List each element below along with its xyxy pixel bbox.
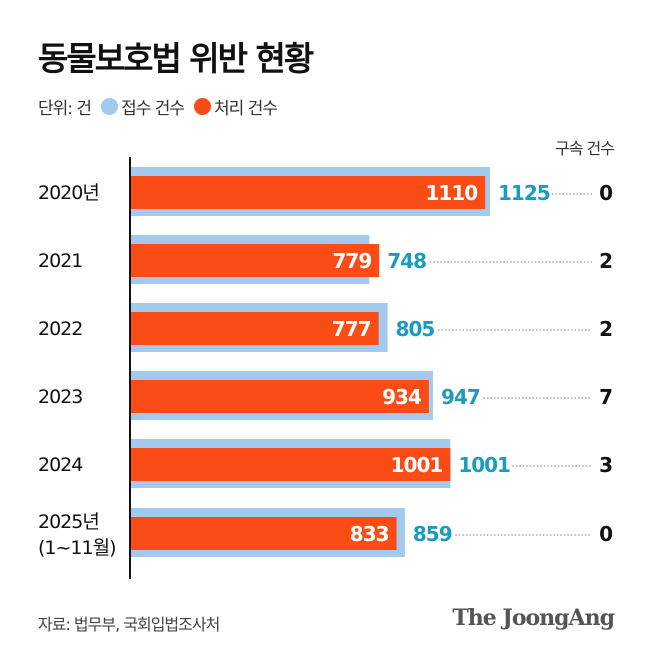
category-label: 2025년 <box>38 511 99 533</box>
bar-processed <box>130 312 379 345</box>
publisher-logo: The JoongAng <box>452 605 615 631</box>
bar-processed <box>130 244 380 277</box>
legend-label-processed: 처리 건수 <box>214 99 278 119</box>
data-label-processed: 1110 <box>426 181 478 205</box>
unit-label: 단위: 건 <box>38 99 92 119</box>
legend: 단위: 건 접수 건수 처리 건수 <box>38 94 278 119</box>
category-label: 2023 <box>38 386 82 408</box>
data-label-arrests: 7 <box>599 385 613 409</box>
data-label-received: 1125 <box>498 181 550 205</box>
data-label-arrests: 3 <box>599 453 613 477</box>
bar-processed <box>130 517 397 550</box>
data-label-processed: 833 <box>350 522 389 546</box>
category-label: (1~11월) <box>38 537 116 559</box>
data-label-arrests: 0 <box>599 522 613 546</box>
data-label-arrests: 2 <box>599 249 613 273</box>
bar-processed <box>130 176 486 209</box>
category-label: 2024 <box>38 454 83 476</box>
data-label-processed: 1001 <box>391 453 443 477</box>
extra-column-header: 구속 건수 <box>555 139 614 158</box>
data-label-arrests: 2 <box>599 317 613 341</box>
category-label: 2021 <box>38 250 82 272</box>
category-label: 2022 <box>38 318 82 340</box>
data-label-arrests: 0 <box>599 181 613 205</box>
bar-processed <box>130 448 451 481</box>
data-label-received: 859 <box>413 522 452 546</box>
bar-processed <box>130 380 429 413</box>
data-label-processed: 934 <box>382 385 421 409</box>
data-label-processed: 777 <box>332 317 371 341</box>
legend-swatch-processed <box>194 98 212 115</box>
legend-swatch-received <box>101 98 119 115</box>
data-label-received: 1001 <box>458 453 510 477</box>
data-label-received: 805 <box>396 317 435 341</box>
data-label-processed: 779 <box>333 249 372 273</box>
legend-label-received: 접수 건수 <box>121 99 185 119</box>
source-note: 자료: 법무부, 국회입법조사처 <box>38 615 220 634</box>
data-label-received: 947 <box>441 385 480 409</box>
data-label-received: 748 <box>387 249 426 273</box>
category-label: 2020년 <box>38 182 99 204</box>
chart-title: 동물보호법 위반 현황 <box>38 39 314 78</box>
